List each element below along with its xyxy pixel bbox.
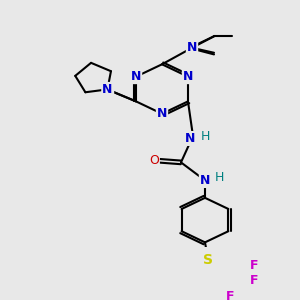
Text: N: N — [157, 107, 167, 120]
Text: F: F — [226, 290, 234, 300]
Text: N: N — [183, 70, 193, 83]
Text: O: O — [149, 154, 159, 167]
Text: N: N — [200, 174, 210, 187]
Text: H: H — [214, 171, 224, 184]
Text: N: N — [131, 70, 141, 83]
Text: N: N — [103, 83, 113, 96]
Text: N: N — [187, 41, 197, 54]
Text: N: N — [102, 83, 112, 96]
Text: F: F — [250, 274, 258, 287]
Text: H: H — [200, 130, 210, 142]
Text: N: N — [185, 132, 195, 145]
Text: S: S — [203, 254, 213, 268]
Text: F: F — [250, 259, 258, 272]
